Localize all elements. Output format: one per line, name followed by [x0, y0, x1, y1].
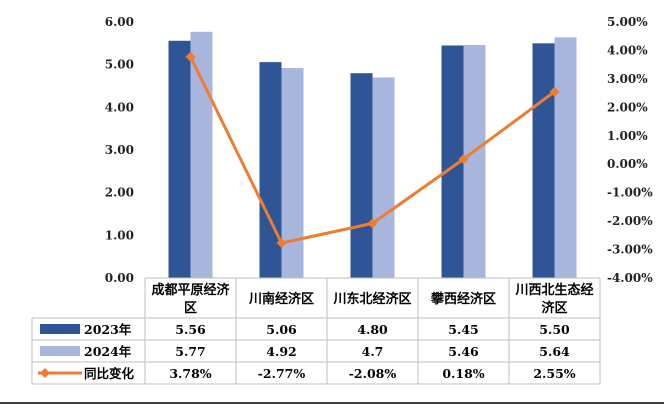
category-label: 成都平原经济区	[151, 282, 230, 316]
right-axis: -4.00% -3.00% -2.00% -1.00% 0.00% 1.00% 2.00% 3…	[607, 15, 653, 285]
right-tick-label: 4.00%	[607, 43, 648, 57]
bar-2024	[554, 37, 577, 278]
bar-2023	[532, 43, 555, 279]
right-tick-label: 0.00%	[607, 157, 648, 171]
legend-label: 同比变化	[84, 366, 135, 381]
category-label: 川东北经济区	[332, 291, 411, 307]
right-tick-label: -2.00%	[607, 214, 653, 228]
table-cell-value: 5.50	[539, 322, 570, 337]
category-label: 川南经济区	[248, 291, 314, 307]
yoy-change-point	[367, 218, 378, 229]
legend-swatch	[40, 346, 80, 356]
left-tick-label: 5.00	[105, 58, 134, 72]
right-tick-label: 1.00%	[607, 129, 648, 143]
yoy-change-point	[276, 238, 287, 249]
right-tick-label: 3.00%	[607, 72, 648, 86]
table-cell-value: 5.46	[448, 344, 479, 359]
bar-2023	[259, 62, 282, 279]
left-tick-label: 2.00	[105, 186, 134, 200]
data-table: 成都平原经济区 川南经济区 川东北经济区 攀西经济区 川西北生态经济区 2023年 5.56…	[0, 277, 664, 404]
table-cell-value: 5.64	[539, 344, 570, 359]
table-cell-value: -2.08%	[349, 366, 397, 381]
table-cell-value: 4.92	[266, 344, 296, 359]
bar-2024	[281, 68, 304, 278]
bar-2023	[168, 40, 191, 279]
left-tick-label: 4.00	[105, 100, 134, 114]
legend-label: 2024年	[84, 344, 132, 359]
legend-label: 2023年	[84, 322, 132, 337]
right-tick-label: -4.00%	[607, 271, 653, 285]
bar-2023	[441, 45, 464, 278]
legend-marker	[40, 368, 50, 378]
line-series	[185, 51, 560, 249]
bar-2023	[350, 73, 373, 278]
yoy-change-point	[549, 86, 560, 97]
table-cell-value: 5.56	[175, 322, 206, 337]
right-tick-label: -3.00%	[607, 243, 653, 257]
table-cell-value: 0.18%	[442, 366, 484, 381]
table-cell-value: 2.55%	[533, 366, 575, 381]
table-cell-value: 4.80	[357, 322, 388, 337]
left-axis: 0.00 1.00 2.00 3.00 4.00 5.00 6.00	[105, 15, 134, 285]
left-tick-label: 3.00	[105, 143, 134, 157]
yoy-change-point	[458, 154, 469, 165]
left-tick-label: 1.00	[105, 228, 134, 242]
legend-swatch	[40, 324, 80, 334]
right-tick-label: 5.00%	[607, 15, 648, 29]
bar-2024	[463, 45, 486, 278]
table-cell-value: 5.06	[266, 322, 297, 337]
category-label: 川西北生态经济区	[514, 282, 593, 316]
yoy-change-point	[185, 51, 196, 62]
bar-2024	[372, 77, 395, 278]
category-label: 攀西经济区	[430, 291, 496, 307]
table-cell-value: 5.77	[175, 344, 205, 359]
bar-2024	[190, 31, 213, 278]
table-cell-value: 5.45	[448, 322, 478, 337]
bars	[145, 31, 600, 279]
right-tick-label: -1.00%	[607, 186, 653, 200]
table-cell-value: 3.78%	[169, 366, 211, 381]
left-tick-label: 6.00	[105, 15, 134, 29]
right-tick-label: 2.00%	[607, 100, 648, 114]
left-tick-label: 0.00	[105, 271, 134, 285]
table-cell-value: -2.77%	[258, 366, 306, 381]
table-cell-value: 4.7	[362, 344, 384, 359]
